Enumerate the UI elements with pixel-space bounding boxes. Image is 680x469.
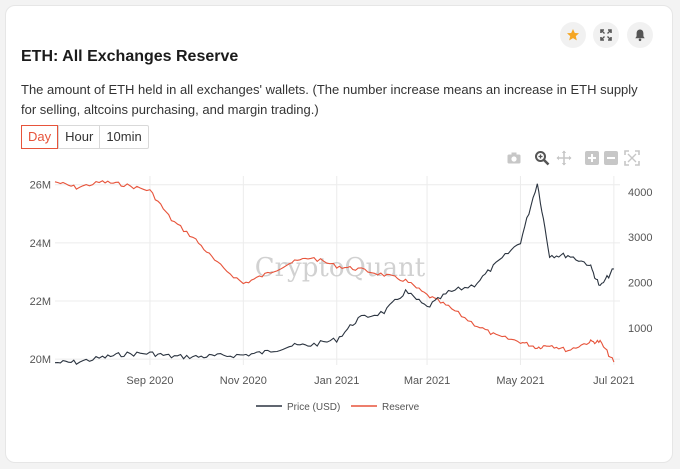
chart-modebar: [500, 150, 640, 168]
page-title: ETH: All Exchanges Reserve: [21, 48, 239, 65]
favorite-button[interactable]: [560, 22, 586, 48]
y-right-ticks: 1000 2000 3000 4000: [628, 187, 652, 335]
autoscale-icon[interactable]: [624, 150, 640, 166]
fullscreen-icon: [600, 29, 612, 41]
star-icon: [567, 29, 579, 41]
x-tick-label: Nov 2020: [220, 375, 267, 387]
x-tick-label: Jan 2021: [314, 375, 359, 387]
camera-icon[interactable]: [506, 150, 522, 166]
time-range-selector: Day Hour 10min: [21, 125, 149, 149]
zoom-in-icon[interactable]: [584, 150, 600, 166]
zoom-icon[interactable]: [534, 150, 550, 166]
x-ticks: Sep 2020 Nov 2020 Jan 2021 Mar 2021 May 2021…: [126, 375, 634, 387]
pan-icon[interactable]: [556, 150, 572, 166]
y-right-tick-label: 3000: [628, 232, 652, 244]
y-left-ticks: 20M 22M 24M 26M: [30, 180, 51, 366]
chart-legend: Price (USD) Reserve: [256, 402, 420, 413]
range-hour-button[interactable]: Hour: [58, 126, 99, 148]
y-left-tick-label: 22M: [30, 296, 51, 308]
x-tick-label: May 2021: [496, 375, 544, 387]
y-left-tick-label: 20M: [30, 354, 51, 366]
grid-lines: [55, 176, 620, 365]
fullscreen-button[interactable]: [593, 22, 619, 48]
legend-label-price[interactable]: Price (USD): [287, 402, 340, 413]
legend-label-reserve[interactable]: Reserve: [382, 402, 420, 413]
series-line-price: [54, 183, 614, 365]
x-tick-label: Mar 2021: [404, 375, 450, 387]
series-line-reserve: [54, 180, 615, 363]
y-right-tick-label: 4000: [628, 187, 652, 199]
range-day-button[interactable]: Day: [21, 125, 59, 149]
chart-card: [5, 5, 673, 463]
range-10min-button[interactable]: 10min: [99, 126, 147, 148]
y-right-tick-label: 1000: [628, 323, 652, 335]
chart-description: The amount of ETH held in all exchanges'…: [21, 82, 638, 117]
x-tick-label: Jul 2021: [593, 375, 635, 387]
zoom-out-icon[interactable]: [603, 150, 619, 166]
y-left-tick-label: 26M: [30, 180, 51, 192]
bell-icon: [635, 29, 645, 42]
x-tick-label: Sep 2020: [126, 375, 173, 387]
y-right-tick-label: 2000: [628, 278, 652, 290]
alert-button[interactable]: [627, 22, 653, 48]
y-left-tick-label: 24M: [30, 238, 51, 250]
watermark: CryptoQuant: [255, 253, 426, 283]
